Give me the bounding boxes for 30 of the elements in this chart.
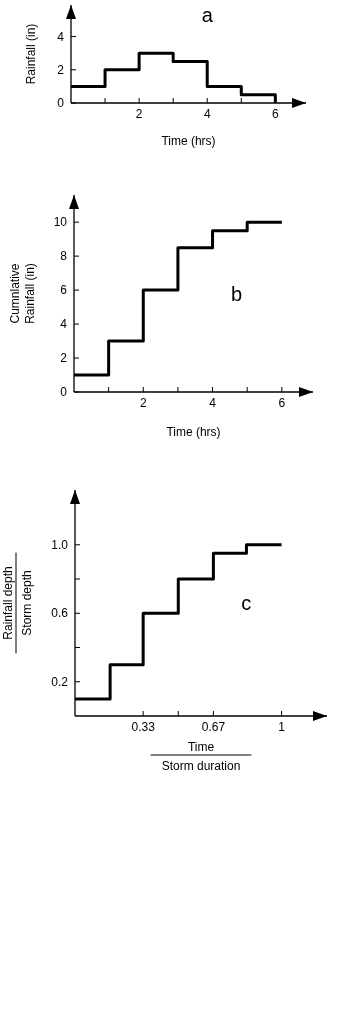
y-tick-label: 10 <box>53 215 68 230</box>
y-axis-title: Rainfall (in) <box>24 23 38 85</box>
annotation: b <box>230 282 243 305</box>
x-tick-label: 6 <box>278 396 286 410</box>
y-tick-label: 2 <box>57 62 65 77</box>
y-tick-label: 8 <box>60 249 68 264</box>
y-tick-label: 0 <box>60 385 68 399</box>
x-tick-label: 4 <box>203 107 211 121</box>
x-axis-title: Time (hrs) <box>161 134 216 148</box>
x-tick-label: 0.67 <box>201 720 226 734</box>
y-tick-label: 1.0 <box>51 537 69 552</box>
annotation: c <box>241 592 252 614</box>
x-tick-label: 2 <box>139 396 147 410</box>
y-tick-label: 4 <box>60 317 68 332</box>
annotation: a <box>201 3 214 26</box>
x-tick-label: 6 <box>272 107 279 121</box>
y-tick-label: 0.6 <box>51 606 69 621</box>
x-tick-label: 0.33 <box>131 720 156 734</box>
y-axis-title: Cumnlative Rainfall (in) <box>7 263 37 324</box>
x-tick-label: 2 <box>135 107 143 121</box>
y-tick-label: 0 <box>57 96 65 110</box>
x-axis-title: Time (hrs) <box>166 425 221 439</box>
y-tick-label: 6 <box>60 283 68 298</box>
y-tick-label: 0.2 <box>51 674 69 689</box>
x-tick-label: 4 <box>209 396 217 410</box>
y-axis-title: Rainfall depth Storm depth <box>0 566 34 640</box>
y-tick-label: 4 <box>57 29 65 44</box>
x-tick-label: 1 <box>278 720 286 734</box>
x-axis-title: Time Storm duration <box>161 739 241 773</box>
y-tick-label: 2 <box>60 351 68 366</box>
